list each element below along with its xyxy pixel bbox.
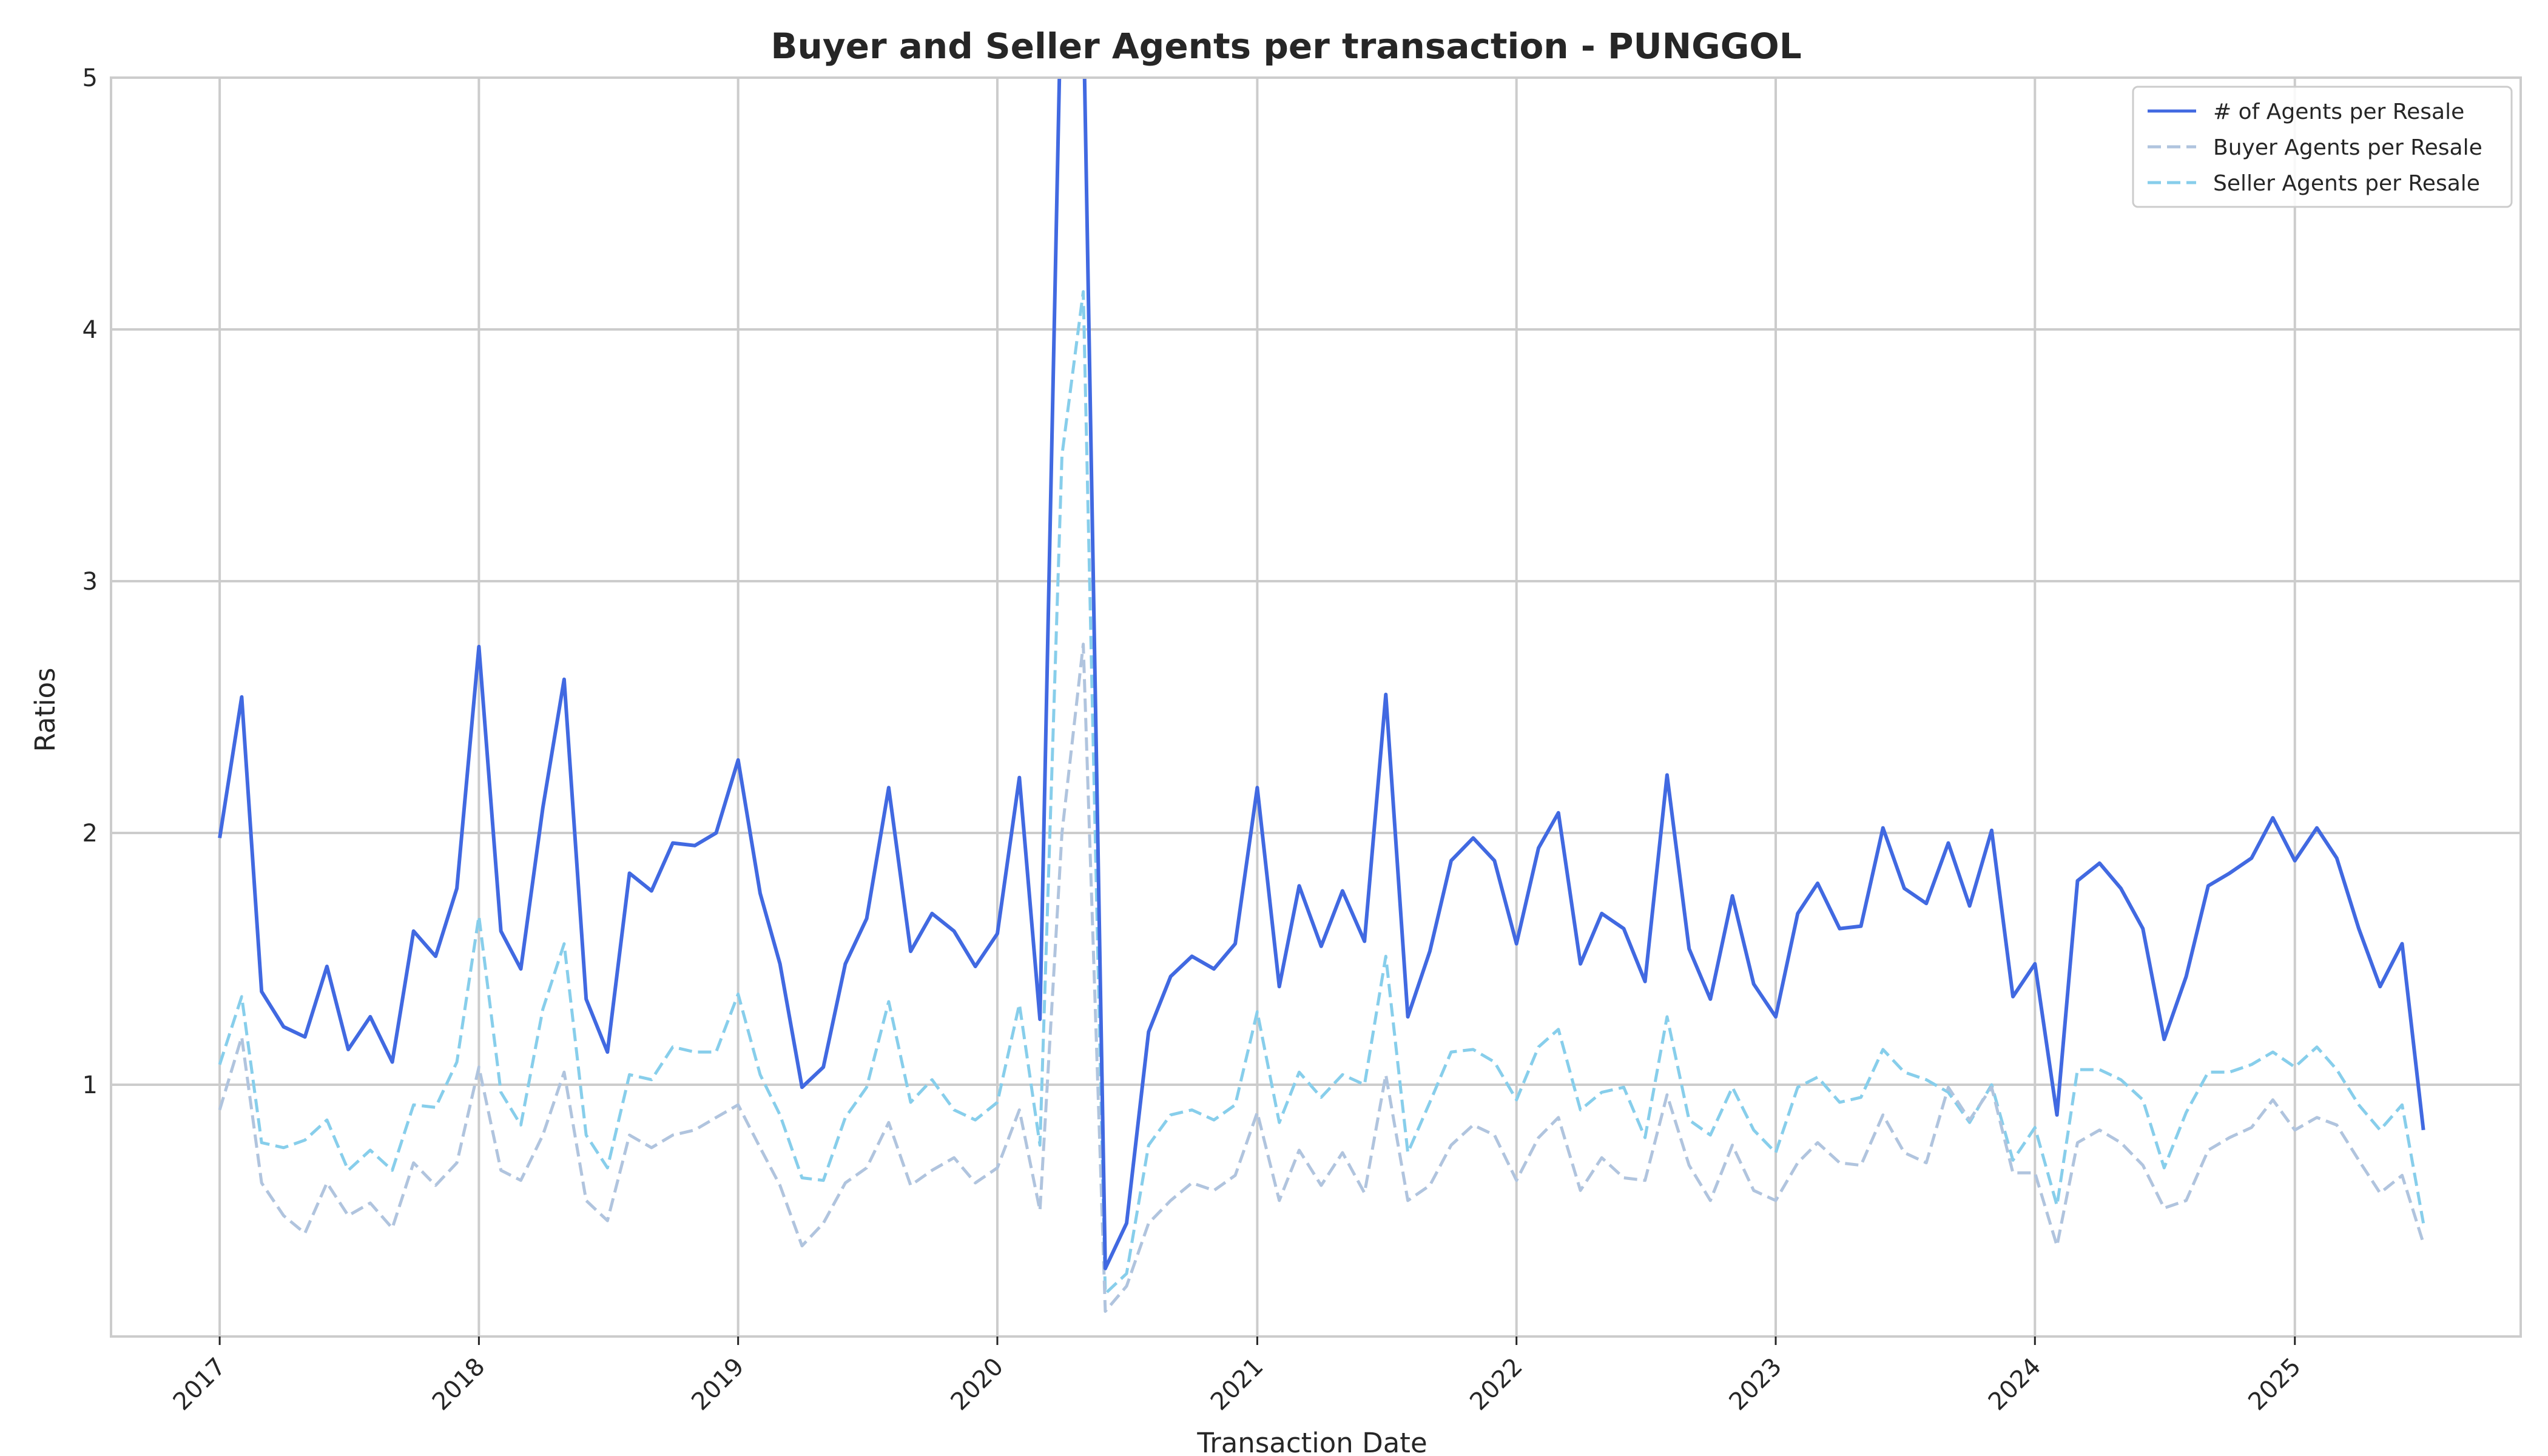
series-line-1 bbox=[218, 642, 2425, 1313]
series-layer bbox=[218, 78, 2425, 1313]
legend-box bbox=[2132, 86, 2513, 208]
y-axis-label: Ratios bbox=[29, 668, 61, 752]
y-tick-label: 4 bbox=[83, 316, 98, 344]
legend-label: Seller Agents per Resale bbox=[2213, 171, 2480, 196]
chart-title: Buyer and Seller Agents per transaction … bbox=[770, 25, 1801, 67]
legend-label: # of Agents per Resale bbox=[2213, 99, 2464, 124]
series-line-0 bbox=[218, 78, 2425, 1270]
legend: # of Agents per Resale Buyer Agents per R… bbox=[2132, 86, 2513, 208]
y-tick-label: 1 bbox=[83, 1071, 98, 1099]
series-line-2 bbox=[218, 290, 2425, 1295]
y-tick-label: 2 bbox=[83, 820, 98, 848]
y-tick-label: 5 bbox=[83, 64, 98, 92]
legend-label: Buyer Agents per Resale bbox=[2213, 135, 2482, 160]
x-axis-label: Transaction Date bbox=[1196, 1427, 1427, 1456]
plot-frame bbox=[110, 76, 2522, 1338]
y-tick-label: 3 bbox=[83, 568, 98, 596]
y-tick-labels: 1 2 3 4 5 bbox=[83, 64, 98, 1099]
